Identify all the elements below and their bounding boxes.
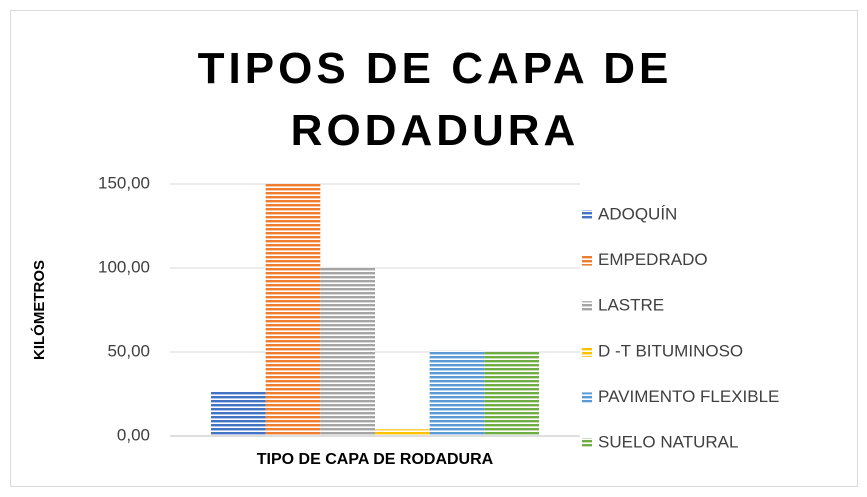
legend-label: ADOQUÍN (598, 204, 677, 223)
bar (484, 352, 539, 436)
y-tick-label: 150,00 (98, 173, 150, 192)
legend-swatch (582, 392, 592, 403)
bar (211, 390, 266, 436)
bar (320, 268, 375, 436)
legend-swatch (582, 438, 592, 448)
legend-swatch (582, 210, 592, 220)
x-tick-label: TIPO DE CAPA DE RODADURA (257, 451, 494, 468)
y-tick-label: 100,00 (98, 257, 150, 276)
legend-label: EMPEDRADO (598, 250, 708, 269)
chart-title: TIPOS DE CAPA DE RODADURA (197, 44, 673, 155)
legend-label: D -T BITUMINOSO (598, 341, 743, 360)
legend-label: LASTRE (598, 296, 664, 315)
legend-swatch (582, 255, 592, 266)
bar (375, 429, 430, 436)
legend-swatch (582, 301, 592, 312)
bar (265, 184, 321, 436)
y-axis-title: KILÓMETROS (30, 260, 48, 360)
legend-label: SUELO NATURAL (598, 432, 738, 451)
y-tick-label: 50,00 (107, 341, 150, 360)
bar (429, 350, 485, 436)
legend-swatch (582, 346, 592, 357)
legend-label: PAVIMENTO FLEXIBLE (598, 387, 779, 406)
y-tick-label: 0,00 (117, 425, 150, 444)
